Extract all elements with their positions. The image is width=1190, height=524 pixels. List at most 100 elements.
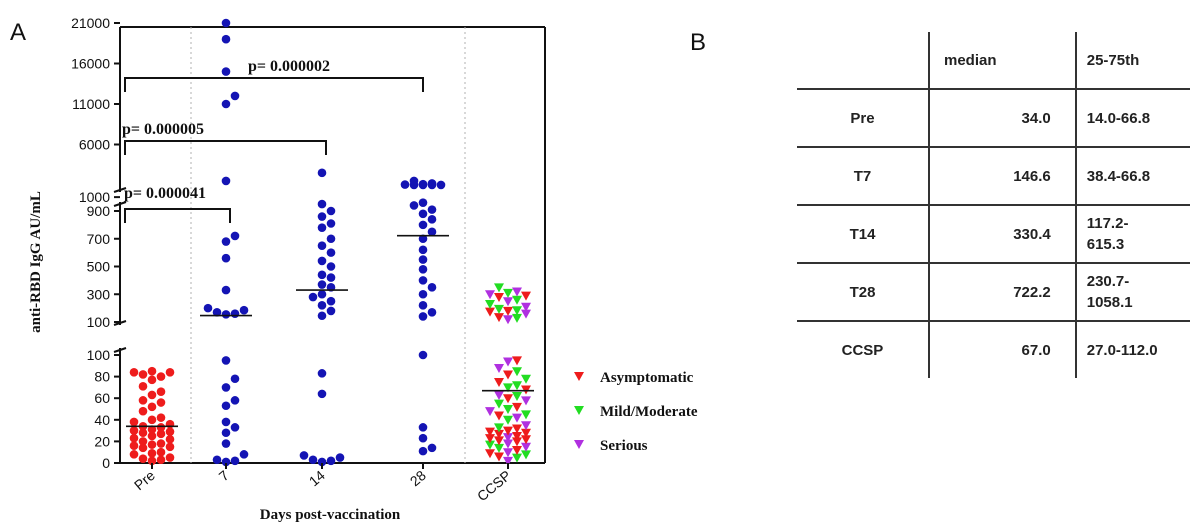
table-header-median: median	[927, 32, 1076, 90]
y-tick-label: 40	[94, 412, 110, 428]
data-point-ccsp-serious	[485, 290, 495, 300]
data-point-pre	[147, 366, 157, 376]
data-point-14	[326, 456, 336, 466]
median-lines	[126, 234, 534, 428]
data-point-28	[418, 446, 428, 456]
row-iqr: 38.4-66.8	[1074, 147, 1190, 206]
data-point-pre	[138, 370, 148, 379]
data-point-pre	[147, 390, 157, 400]
data-point-28	[427, 205, 437, 214]
y-axis-title: anti-RBD IgG AU/mL	[28, 191, 44, 333]
data-point-ccsp-serious	[521, 442, 531, 452]
data-point-28	[418, 301, 428, 310]
y-tick-label: 11000	[72, 96, 110, 112]
data-point-ccsp-mild-moderate	[512, 392, 522, 402]
data-point-ccsp-asymptomatic	[485, 307, 495, 317]
table-row: CCSP 67.0 27.0-112.0	[797, 321, 1190, 378]
legend: Asymptomatic Mild/Moderate Serious	[574, 370, 698, 454]
data-point-ccsp-asymptomatic	[485, 449, 495, 459]
data-point-ccsp-asymptomatic	[494, 293, 504, 303]
row-label: Pre	[797, 89, 929, 148]
data-point-pre	[165, 453, 175, 462]
data-point-28	[418, 220, 428, 230]
data-point-14	[326, 234, 336, 244]
data-point-28	[427, 227, 437, 237]
data-point-ccsp-mild-moderate	[512, 453, 522, 463]
data-point-ccsp-mild-moderate	[485, 299, 495, 309]
data-point-pre	[147, 431, 157, 441]
y-tick-label: 80	[94, 369, 110, 385]
data-point-ccsp-serious	[503, 439, 513, 449]
legend-label-asymptomatic: Asymptomatic	[600, 370, 694, 386]
data-point-pre	[156, 413, 166, 422]
data-point-28	[427, 215, 437, 224]
significance-bracket	[124, 208, 231, 223]
y-tick-label: 20	[94, 433, 110, 449]
data-point-pre	[156, 372, 166, 381]
data-point-pre	[165, 367, 175, 377]
data-point-14	[317, 270, 327, 280]
data-point-pre	[138, 382, 148, 391]
x-tick-label: 28	[407, 467, 429, 489]
data-point-ccsp-serious	[503, 357, 513, 367]
data-point-ccsp-serious	[503, 297, 513, 307]
data-point-ccsp-serious	[503, 315, 513, 325]
data-point-ccsp-serious	[521, 421, 531, 431]
data-point-pre	[129, 417, 139, 427]
data-point-ccsp-serious	[521, 396, 531, 406]
data-point-28	[418, 264, 428, 274]
data-point-pre	[165, 442, 175, 452]
data-point-14	[317, 256, 327, 266]
data-point-ccsp-mild-moderate	[503, 415, 513, 425]
data-point-ccsp-mild-moderate	[521, 450, 531, 460]
data-point-7	[221, 237, 231, 246]
data-point-7	[221, 439, 231, 448]
row-label: T14	[797, 205, 929, 264]
data-point-ccsp-serious	[503, 448, 513, 458]
row-iqr: 117.2- 615.3	[1074, 205, 1190, 264]
x-tick-label: 7	[216, 467, 232, 484]
data-point-pre	[129, 426, 139, 435]
row-iqr: 14.0-66.8	[1074, 89, 1190, 148]
data-point-14	[308, 292, 318, 302]
significance-bracket	[124, 77, 424, 92]
legend-label-serious: Serious	[600, 438, 648, 454]
row-iqr: 27.0-112.0	[1074, 321, 1190, 378]
data-point-14	[317, 369, 327, 378]
data-point-ccsp-asymptomatic	[512, 437, 522, 447]
data-point-28	[427, 307, 437, 317]
data-point-ccsp-mild-moderate	[512, 367, 522, 377]
data-point-14	[308, 455, 318, 465]
data-point-pre	[129, 450, 139, 459]
data-point-7	[212, 455, 222, 465]
pvalue-pre-vs-7: p= 0.000041	[124, 185, 206, 202]
data-point-ccsp-mild-moderate	[512, 306, 522, 316]
panel-b-letter: B	[690, 29, 706, 56]
pvalue-pre-vs-14: p= 0.000005	[122, 121, 204, 138]
data-point-ccsp-mild-moderate	[485, 440, 495, 450]
data-point-28	[418, 245, 428, 255]
data-point-ccsp-mild-moderate	[494, 399, 504, 409]
data-point-28	[436, 180, 446, 190]
table-row: T14 330.4 117.2- 615.3	[797, 205, 1190, 264]
data-point-pre	[138, 428, 148, 438]
row-median: 146.6	[927, 147, 1076, 206]
table-header-blank	[797, 32, 929, 90]
row-label: T28	[797, 263, 929, 322]
data-point-pre	[147, 456, 157, 466]
data-point-7	[203, 303, 213, 313]
data-point-pre	[165, 419, 175, 429]
data-point-7	[230, 374, 240, 384]
data-point-14	[326, 219, 336, 228]
table-row: T28 722.2 230.7- 1058.1	[797, 263, 1190, 322]
row-label: CCSP	[841, 341, 884, 359]
data-point-28	[427, 443, 437, 453]
data-point-28	[418, 209, 428, 219]
data-point-ccsp-mild-moderate	[494, 443, 504, 453]
data-point-14	[317, 280, 327, 289]
data-point-ccsp-asymptomatic	[485, 434, 495, 444]
data-point-pre	[156, 439, 166, 448]
data-point-14	[317, 199, 327, 209]
data-point-pre	[156, 423, 166, 432]
data-point-28	[418, 276, 428, 285]
